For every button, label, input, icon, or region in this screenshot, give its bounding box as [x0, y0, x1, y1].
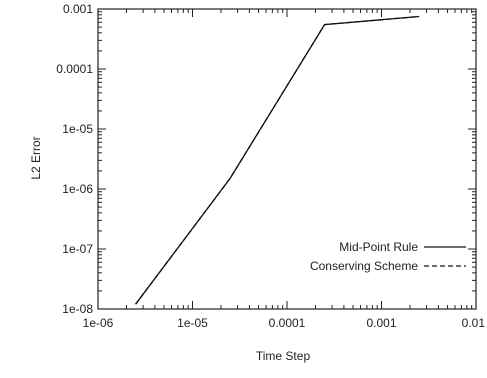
y-tick-label: 1e-07 [62, 242, 93, 256]
y-axis-title: L2 Error [29, 136, 43, 179]
plot-frame [97, 8, 477, 310]
x-tick-label: 1e-05 [177, 316, 208, 330]
x-tick-label: 1e-06 [83, 316, 114, 330]
x-axis-title: Time Step [256, 349, 311, 363]
y-tick-label: 1e-06 [62, 182, 93, 196]
x-tick-label: 0.001 [366, 316, 396, 330]
series-line-conserving-scheme [135, 15, 420, 305]
x-tick-label: 0.01 [462, 316, 486, 330]
y-axis: 1e-08 1e-07 1e-06 1e-05 0.0001 0.001 [56, 2, 476, 316]
y-tick-label: 0.0001 [56, 62, 93, 76]
y-tick-label: 0.001 [63, 2, 93, 16]
series-group [135, 15, 420, 305]
plot-border [97, 8, 477, 310]
y-tick-label: 1e-05 [62, 122, 93, 136]
legend-label: Conserving Scheme [310, 259, 418, 273]
y-tick-label: 1e-08 [62, 302, 93, 316]
legend-label: Mid-Point Rule [339, 240, 418, 254]
x-axis: 1e-06 1e-05 0.0001 0.001 0.01 [83, 9, 486, 330]
x-tick-label: 0.0001 [269, 316, 306, 330]
legend: Mid-Point Rule Conserving Scheme [310, 240, 466, 273]
